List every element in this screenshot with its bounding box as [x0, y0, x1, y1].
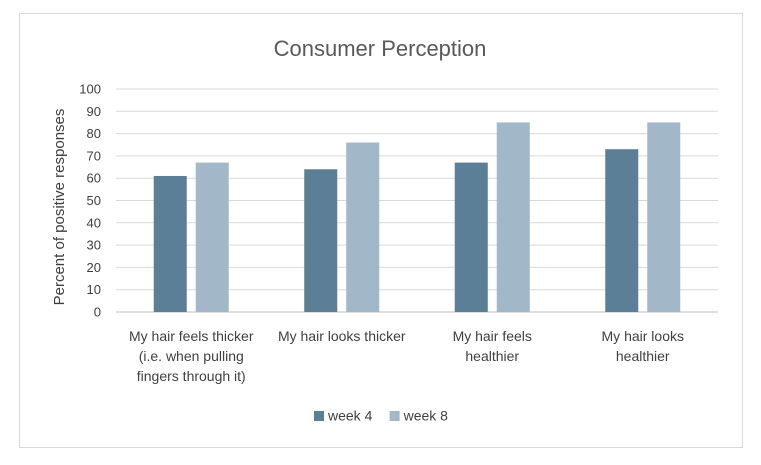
bar-week-8: [346, 142, 380, 312]
y-tick-label: 30: [87, 238, 101, 253]
y-axis-ticks: 0 10 20 30 40 50 60 70 80 90 100: [79, 82, 101, 320]
bar-week-4: [605, 149, 639, 312]
x-category-label: My hair feels: [453, 328, 532, 344]
x-category-label: My hair looks: [602, 328, 684, 344]
x-category-label: (i.e. when pulling: [139, 348, 244, 364]
y-tick-label: 60: [87, 171, 101, 186]
legend-swatch: [389, 411, 400, 421]
bar-week-4: [304, 169, 338, 312]
bar-week-4: [153, 175, 187, 312]
legend-label: week 8: [403, 408, 449, 424]
chart-title: Consumer Perception: [274, 36, 487, 61]
legend: week 4 week 8: [314, 408, 448, 424]
y-tick-label: 40: [87, 215, 101, 230]
x-category-label: healthier: [616, 348, 670, 364]
y-axis-label: Percent of positive responses: [51, 109, 68, 306]
bar-week-8: [647, 122, 681, 312]
legend-label: week 4: [327, 408, 373, 424]
y-tick-label: 20: [87, 260, 101, 275]
x-category-label: My hair feels thicker: [129, 328, 254, 344]
y-tick-label: 100: [79, 82, 101, 97]
bar-week-8: [195, 162, 229, 312]
y-tick-label: 70: [87, 148, 101, 163]
x-category-label: healthier: [465, 348, 519, 364]
x-category-label: My hair looks thicker: [278, 328, 406, 344]
y-tick-label: 0: [94, 305, 101, 320]
category-labels: My hair feels thicker (i.e. when pulling f…: [129, 328, 684, 384]
bars: [153, 122, 681, 312]
y-tick-label: 10: [87, 282, 101, 297]
legend-swatch: [314, 411, 324, 421]
y-tick-label: 50: [87, 193, 101, 208]
bar-week-4: [454, 162, 488, 312]
x-category-label: fingers through it): [137, 368, 246, 384]
y-tick-label: 90: [87, 104, 101, 119]
y-tick-label: 80: [87, 126, 101, 141]
bar-week-8: [496, 122, 530, 312]
